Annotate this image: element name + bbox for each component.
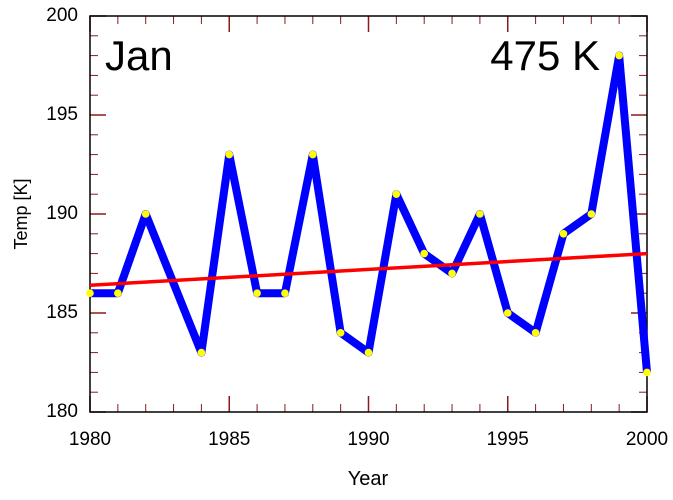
data-point xyxy=(336,329,345,337)
data-point xyxy=(86,289,94,298)
data-line xyxy=(90,51,651,373)
x-tick-label: 1990 xyxy=(347,429,389,450)
data-point xyxy=(281,289,289,298)
data-point xyxy=(309,150,317,159)
month-annotation: Jan xyxy=(105,32,173,79)
y-axis-label: Temp [K] xyxy=(11,178,31,249)
y-tick-label: 190 xyxy=(46,203,78,224)
y-tick-label: 180 xyxy=(46,401,78,422)
x-tick-label: 2000 xyxy=(626,429,668,450)
x-tick-label: 1985 xyxy=(208,429,250,450)
plot-frame xyxy=(89,15,648,413)
data-point xyxy=(225,150,234,159)
trend-line xyxy=(89,251,648,288)
data-point xyxy=(643,368,651,377)
data-point xyxy=(531,329,540,337)
data-point xyxy=(364,348,373,357)
data-point xyxy=(476,210,484,218)
data-point xyxy=(503,309,512,317)
y-tick-label: 195 xyxy=(46,104,78,125)
data-point xyxy=(197,348,206,357)
data-point xyxy=(392,190,401,198)
x-axis-label: Year xyxy=(348,468,389,490)
x-tick-label: 1995 xyxy=(487,429,529,450)
level-annotation: 475 K xyxy=(490,32,600,79)
x-tick-label: 1980 xyxy=(69,429,111,450)
data-point xyxy=(141,210,150,218)
data-point xyxy=(114,289,122,298)
data-point xyxy=(448,269,456,278)
y-tick-label: 200 xyxy=(46,5,78,26)
data-point xyxy=(559,230,568,238)
data-point xyxy=(420,249,429,258)
data-point xyxy=(587,210,596,218)
data-point xyxy=(615,51,623,60)
y-tick-label: 185 xyxy=(46,302,78,323)
data-point xyxy=(253,289,261,298)
